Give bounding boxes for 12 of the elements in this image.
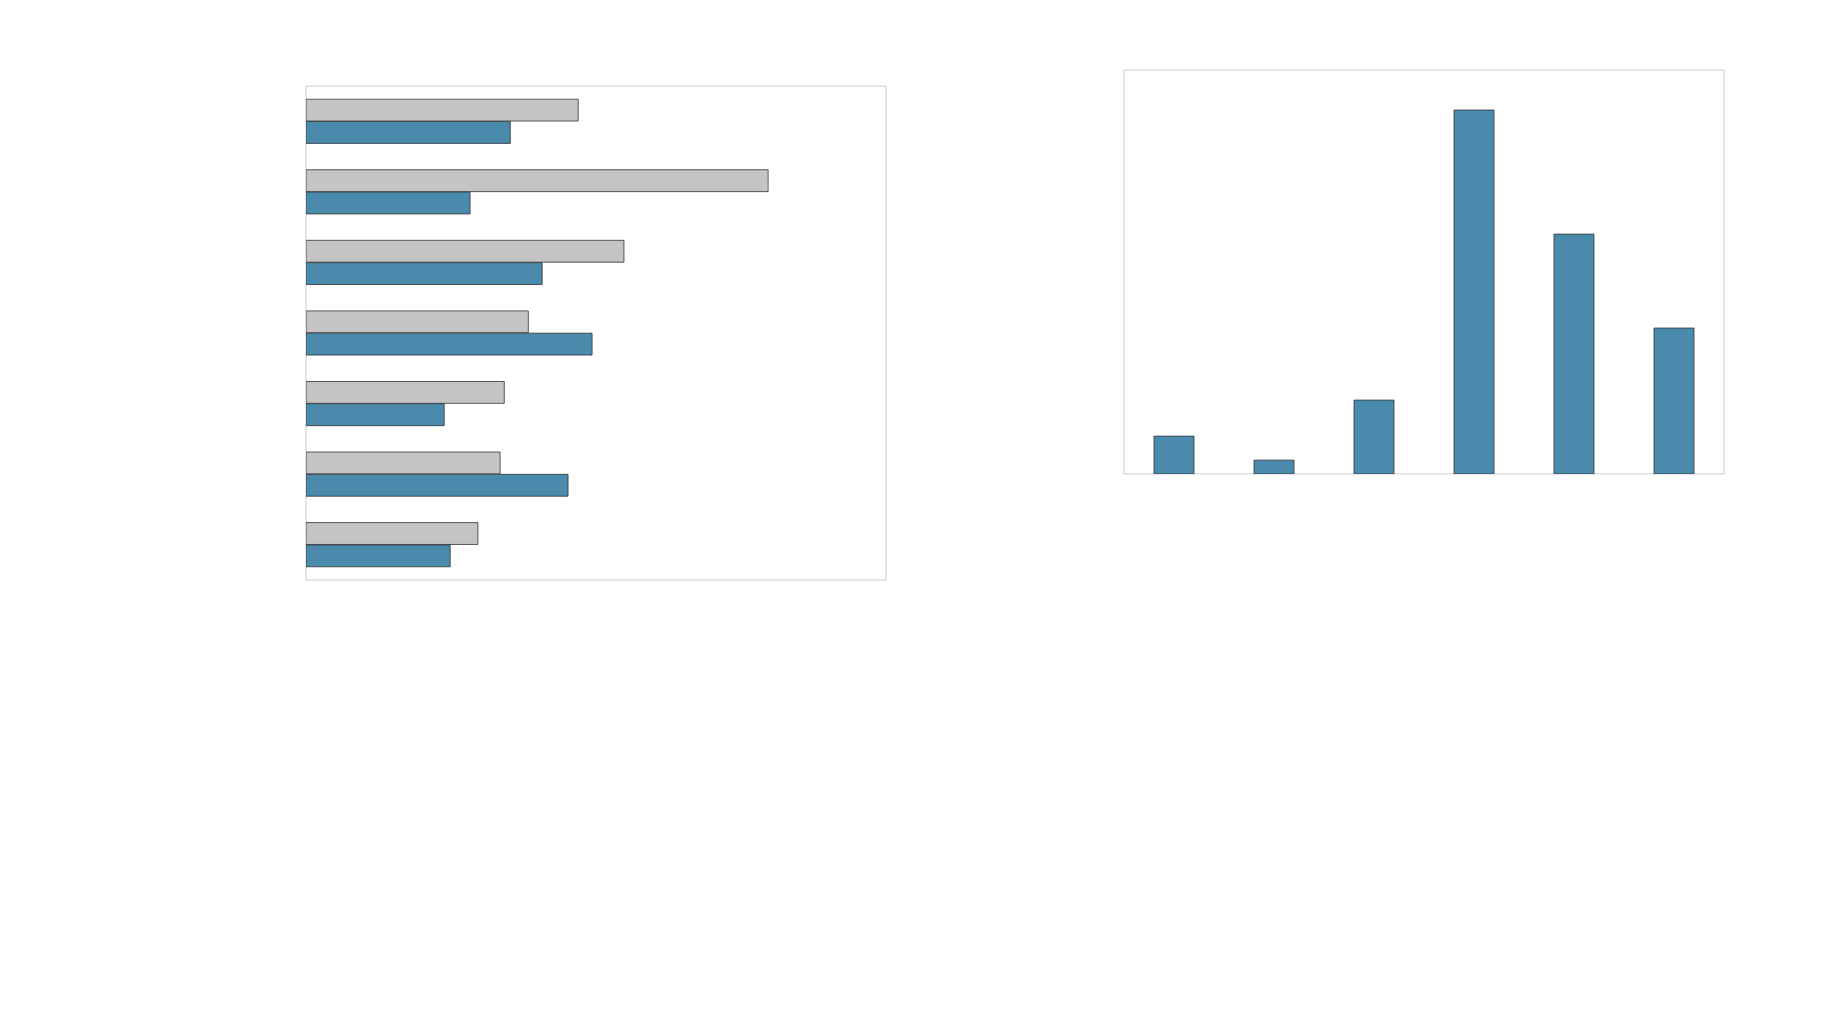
bar [1353,399,1395,474]
bar [1653,327,1695,474]
bar [306,544,451,568]
bar [306,262,543,285]
bar [306,473,569,497]
bar [306,332,593,356]
bar [306,121,511,144]
bar [1553,233,1595,474]
bar [306,191,471,215]
bar [1453,109,1495,474]
bar [1153,435,1195,474]
bar [306,403,445,427]
